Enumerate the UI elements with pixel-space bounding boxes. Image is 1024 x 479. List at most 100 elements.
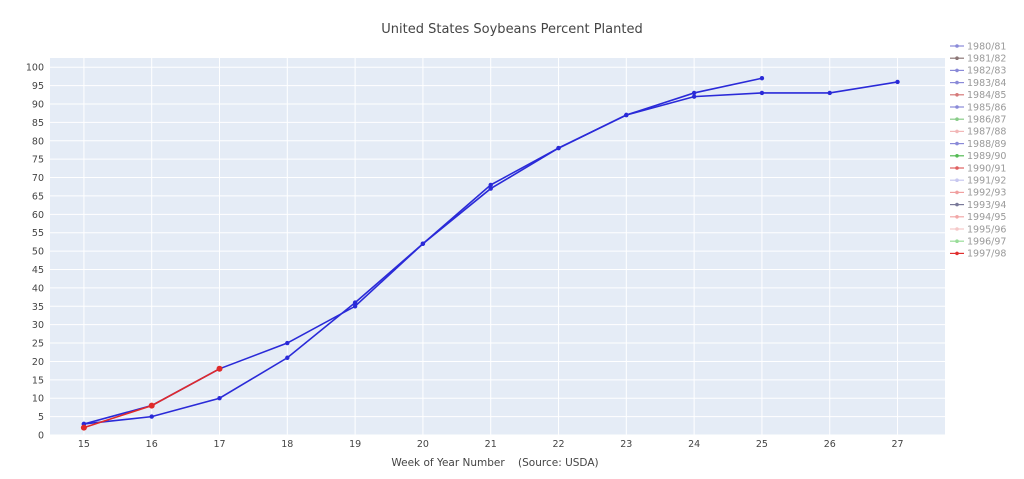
legend-label: 1990/91 <box>967 163 1006 174</box>
legend-label: 1981/82 <box>967 54 1006 65</box>
x-tick-label: 20 <box>417 439 429 450</box>
legend-swatch-marker <box>955 154 959 158</box>
series-point-1993-94 <box>624 112 629 118</box>
legend-label: 1991/92 <box>967 176 1006 187</box>
legend-item-1997-98[interactable]: 1997/98 <box>950 249 1006 260</box>
grid-lines <box>50 58 945 436</box>
legend-label: 1997/98 <box>967 249 1006 260</box>
y-tick-label: 65 <box>32 191 44 202</box>
legend-label: 1988/89 <box>967 139 1006 150</box>
legend-item-1994-95[interactable]: 1994/95 <box>950 212 1006 223</box>
series-point-1993-94 <box>827 90 832 96</box>
series-point-1980-81 <box>759 76 765 81</box>
legend-label: 1984/85 <box>967 90 1006 101</box>
y-tick-label: 40 <box>32 283 44 294</box>
x-tick-label: 18 <box>281 439 293 450</box>
x-tick-label: 22 <box>552 439 564 450</box>
legend-item-1995-96[interactable]: 1995/96 <box>950 224 1006 235</box>
legend-label: 1980/81 <box>967 41 1006 52</box>
y-tick-label: 0 <box>38 431 44 442</box>
x-tick-label: 26 <box>824 439 836 450</box>
series-point-1993-94 <box>420 241 426 246</box>
x-axis-label: Week of Year Number (Source: USDA) <box>391 457 598 469</box>
chart-title: United States Soybeans Percent Planted <box>381 22 642 37</box>
legend-swatch-marker <box>955 68 959 73</box>
y-tick-label: 75 <box>32 155 44 166</box>
y-tick-label: 45 <box>32 265 44 276</box>
legend-item-1986-87[interactable]: 1986/87 <box>950 115 1006 126</box>
legend-item-1993-94[interactable]: 1993/94 <box>950 200 1006 211</box>
legend-item-1989-90[interactable]: 1989/90 <box>950 151 1006 162</box>
y-tick-label: 80 <box>32 136 44 147</box>
series-point-1993-94 <box>759 90 765 96</box>
legend-label: 1986/87 <box>967 115 1006 126</box>
series-point-1993-94 <box>488 186 493 191</box>
series-point-1993-94 <box>285 355 290 360</box>
x-axis-ticks: 15 16 17 18 19 20 21 22 23 24 25 26 27 <box>78 439 904 450</box>
y-tick-label: 15 <box>32 375 44 386</box>
y-tick-label: 90 <box>32 99 44 110</box>
legend-label: 1989/90 <box>967 151 1006 162</box>
series-point-1980-81 <box>691 90 697 96</box>
plot-area <box>50 58 945 435</box>
legend-item-1987-88[interactable]: 1987/88 <box>950 127 1006 138</box>
legend-swatch-marker <box>955 80 959 85</box>
series-point-1980-81 <box>285 340 290 346</box>
y-tick-label: 50 <box>32 247 44 258</box>
y-tick-label: 95 <box>32 81 44 92</box>
x-tick-label: 15 <box>78 439 90 450</box>
legend-item-1980-81[interactable]: 1980/81 <box>950 41 1006 52</box>
legend-label: 1994/95 <box>967 212 1006 223</box>
legend-swatch-marker <box>955 239 959 243</box>
series-point-1993-94 <box>149 414 154 419</box>
legend-label: 1992/93 <box>967 188 1006 199</box>
legend-item-1984-85[interactable]: 1984/85 <box>950 90 1006 101</box>
legend-item-1985-86[interactable]: 1985/86 <box>950 102 1006 113</box>
series-point-1980-81 <box>488 182 493 188</box>
series-point-1993-94 <box>895 79 900 85</box>
legend-item-1992-93[interactable]: 1992/93 <box>950 188 1006 199</box>
legend-item-1990-91[interactable]: 1990/91 <box>950 163 1006 174</box>
legend-item-1983-84[interactable]: 1983/84 <box>950 78 1006 89</box>
legend-label: 1993/94 <box>967 200 1006 211</box>
series-point-1997-98 <box>80 424 87 431</box>
legend-swatch-marker <box>955 251 959 256</box>
legend-swatch-marker <box>955 190 959 195</box>
series-point-1997-98 <box>148 402 155 409</box>
y-tick-label: 25 <box>32 339 44 350</box>
legend-swatch-marker <box>955 44 959 48</box>
legend-swatch-marker <box>955 56 959 60</box>
legend-swatch-marker <box>955 215 959 219</box>
x-tick-label: 24 <box>688 439 700 450</box>
x-tick-label: 23 <box>620 439 632 450</box>
y-axis-ticks: 0 5 10 15 20 25 30 35 40 45 50 55 60 65 70 75 80 85 90 95 10… <box>26 63 44 442</box>
legend-swatch-marker <box>955 202 959 207</box>
series-point-1980-81 <box>352 304 358 309</box>
x-tick-label: 21 <box>485 439 497 450</box>
legend-label: 1982/83 <box>967 66 1006 77</box>
legend[interactable]: 1980/81 1981/821982/831983/841984/851985/… <box>950 41 1006 260</box>
legend-label: 1995/96 <box>967 224 1006 235</box>
legend-item-1988-89[interactable]: 1988/89 <box>950 139 1006 150</box>
y-tick-label: 55 <box>32 228 44 239</box>
series-point-1993-94 <box>217 396 222 401</box>
legend-item-1982-83[interactable]: 1982/83 <box>950 66 1006 77</box>
y-tick-label: 60 <box>32 210 44 221</box>
legend-item-1981-82[interactable]: 1981/82 <box>950 54 1006 65</box>
series-point-1993-94 <box>691 94 697 99</box>
legend-swatch-marker <box>955 141 959 146</box>
x-tick-label: 27 <box>891 439 903 450</box>
legend-label: 1985/86 <box>967 102 1006 113</box>
x-tick-label: 17 <box>213 439 225 450</box>
legend-item-1996-97[interactable]: 1996/97 <box>950 237 1006 248</box>
legend-swatch-marker <box>955 117 959 121</box>
legend-swatch-marker <box>955 105 959 109</box>
x-tick-label: 25 <box>756 439 768 450</box>
legend-label: 1987/88 <box>967 127 1006 138</box>
y-tick-label: 20 <box>32 357 44 368</box>
legend-item-1991-92[interactable]: 1991/92 <box>950 176 1006 187</box>
series-points <box>80 76 900 431</box>
series-point-1993-94 <box>556 145 561 151</box>
legend-label: 1996/97 <box>967 237 1006 248</box>
